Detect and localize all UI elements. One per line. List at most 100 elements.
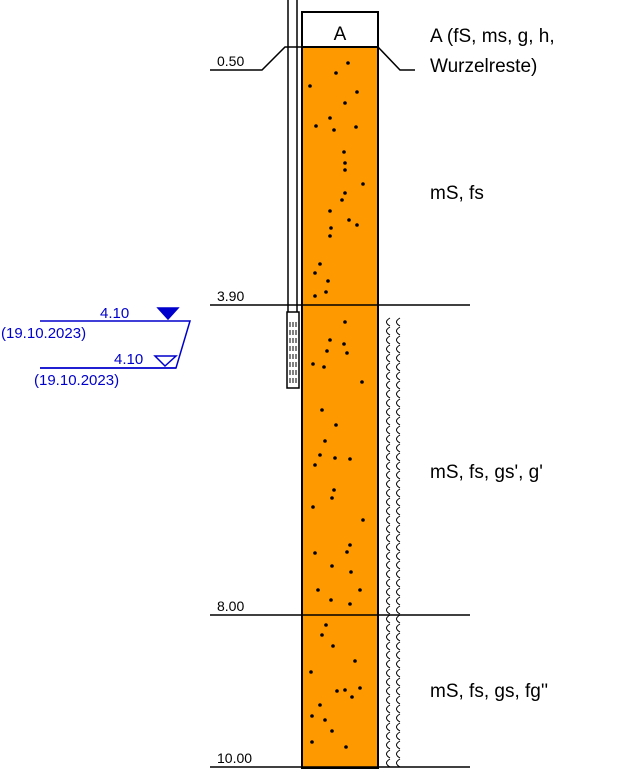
- sand-dot: [328, 209, 332, 213]
- sand-dot: [342, 150, 346, 154]
- sand-dot: [311, 362, 315, 366]
- wet-mark: [386, 740, 391, 750]
- sand-dot: [361, 518, 365, 522]
- wet-mark: [396, 758, 401, 768]
- sand-dot: [324, 623, 328, 627]
- wet-mark: [396, 695, 401, 705]
- wet-mark: [396, 461, 401, 471]
- wet-mark: [386, 434, 391, 444]
- sand-dot: [345, 550, 349, 554]
- wet-mark: [396, 578, 401, 588]
- water-level-1-date: (19.10.2023): [1, 325, 86, 342]
- depth-label-10-00: 10.00: [217, 750, 252, 766]
- sand-dot: [335, 689, 339, 693]
- sand-dot: [358, 588, 362, 592]
- wet-mark: [396, 614, 401, 624]
- wet-mark: [396, 587, 401, 597]
- wet-mark: [396, 452, 401, 462]
- sand-dot: [333, 456, 337, 460]
- wet-mark: [386, 560, 391, 570]
- sand-dot: [360, 380, 364, 384]
- wet-mark: [396, 326, 401, 336]
- sand-dot: [316, 588, 320, 592]
- sand-dot: [326, 279, 330, 283]
- sand-dot: [310, 714, 314, 718]
- wet-mark: [396, 668, 401, 678]
- wet-mark: [396, 731, 401, 741]
- sand-dot: [346, 61, 350, 65]
- wet-mark: [396, 344, 401, 354]
- wet-mark: [396, 749, 401, 759]
- wet-mark: [386, 686, 391, 696]
- wet-mark: [386, 344, 391, 354]
- wet-mark: [396, 740, 401, 750]
- wet-mark: [386, 713, 391, 723]
- wet-mark: [386, 443, 391, 453]
- water-level-2-depth: 4.10: [114, 351, 143, 368]
- sand-dot: [330, 564, 334, 568]
- sand-dot: [334, 423, 338, 427]
- wet-mark: [386, 659, 391, 669]
- wet-mark: [396, 425, 401, 435]
- wet-mark: [396, 389, 401, 399]
- sand-dot: [342, 342, 346, 346]
- wet-mark: [396, 704, 401, 714]
- wet-mark: [396, 677, 401, 687]
- wet-mark: [396, 353, 401, 363]
- wet-mark: [396, 317, 401, 327]
- wet-mark: [396, 371, 401, 381]
- wet-mark: [386, 578, 391, 588]
- wet-mark: [386, 317, 391, 327]
- wet-mark: [396, 398, 401, 408]
- wet-mark: [386, 488, 391, 498]
- sand-dot: [349, 570, 353, 574]
- sand-dot: [313, 551, 317, 555]
- depth-label-0-50: 0.50: [217, 53, 244, 69]
- wet-mark: [386, 614, 391, 624]
- wet-mark: [386, 758, 391, 768]
- sand-dot: [318, 453, 322, 457]
- wet-mark: [396, 335, 401, 345]
- wet-mark: [386, 389, 391, 399]
- wet-mark: [386, 371, 391, 381]
- depth-label-8-00: 8.00: [217, 598, 244, 614]
- water-level-1-depth: 4.10: [100, 305, 129, 322]
- wet-mark: [386, 470, 391, 480]
- sand-dot: [318, 703, 322, 707]
- water-level-markers: [40, 307, 192, 369]
- sand-dot: [330, 729, 334, 733]
- wet-mark: [386, 749, 391, 759]
- wet-mark: [396, 686, 401, 696]
- wet-mark: [386, 596, 391, 606]
- sand-dot: [343, 168, 347, 172]
- sand-dot: [323, 718, 327, 722]
- layer-2-description: mS, fs, gs', g': [430, 462, 543, 483]
- wet-mark: [396, 362, 401, 372]
- sand-dot: [310, 740, 314, 744]
- sand-dot: [343, 161, 347, 165]
- sand-dot: [332, 128, 336, 132]
- wet-mark: [386, 326, 391, 336]
- water-level-open-triangle-icon: [153, 355, 178, 368]
- depth-label-3-90: 3.90: [217, 288, 244, 304]
- wet-mark: [386, 506, 391, 516]
- sand-dot: [311, 505, 315, 509]
- wet-mark: [386, 461, 391, 471]
- sand-dot: [343, 688, 347, 692]
- wet-mark: [386, 515, 391, 525]
- layer-3-description: mS, fs, gs, fg'': [430, 681, 548, 702]
- sand-dot: [330, 496, 334, 500]
- sand-dot: [348, 543, 352, 547]
- sand-dot: [355, 223, 359, 227]
- wet-mark: [396, 722, 401, 732]
- wet-mark: [396, 434, 401, 444]
- wet-mark: [386, 587, 391, 597]
- wet-mark: [386, 533, 391, 543]
- wet-mark: [396, 632, 401, 642]
- wet-mark: [396, 416, 401, 426]
- wet-mark: [396, 443, 401, 453]
- wet-mark: [396, 380, 401, 390]
- filter-screen-slots: [289, 322, 297, 383]
- sand-dot: [329, 226, 333, 230]
